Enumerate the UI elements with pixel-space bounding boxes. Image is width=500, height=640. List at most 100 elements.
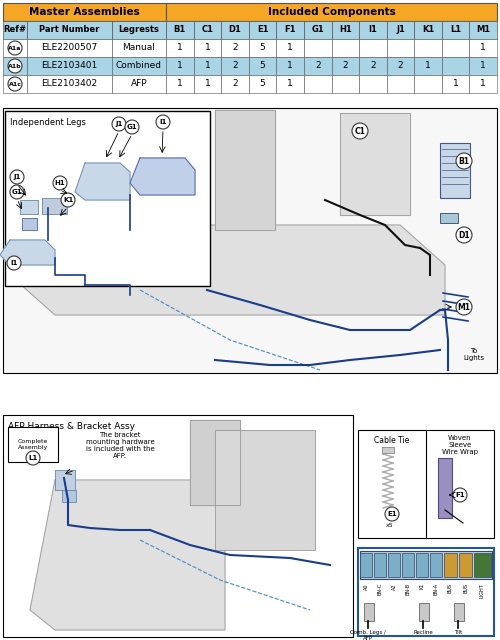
- Text: B1: B1: [174, 26, 186, 35]
- Text: 1: 1: [288, 44, 293, 52]
- FancyBboxPatch shape: [304, 21, 332, 39]
- Text: I1: I1: [368, 26, 378, 35]
- Circle shape: [456, 227, 472, 243]
- FancyBboxPatch shape: [3, 57, 27, 75]
- Text: Recline: Recline: [413, 630, 433, 635]
- FancyBboxPatch shape: [249, 57, 276, 75]
- Text: BN-C: BN-C: [378, 583, 382, 595]
- Text: L1: L1: [450, 26, 461, 35]
- FancyBboxPatch shape: [166, 21, 194, 39]
- Text: Combined: Combined: [116, 61, 162, 70]
- Text: A1c: A1c: [8, 81, 22, 86]
- FancyBboxPatch shape: [112, 21, 166, 39]
- Circle shape: [453, 488, 467, 502]
- FancyBboxPatch shape: [359, 75, 386, 93]
- Text: Comb. Legs /
AFP: Comb. Legs / AFP: [350, 630, 386, 640]
- FancyBboxPatch shape: [194, 21, 221, 39]
- Text: 1: 1: [480, 61, 486, 70]
- Text: F1: F1: [455, 492, 465, 498]
- FancyBboxPatch shape: [166, 39, 194, 57]
- FancyBboxPatch shape: [249, 39, 276, 57]
- Circle shape: [385, 507, 399, 521]
- FancyBboxPatch shape: [332, 21, 359, 39]
- FancyBboxPatch shape: [8, 427, 58, 462]
- Circle shape: [8, 41, 22, 55]
- Text: Tilt: Tilt: [454, 630, 462, 635]
- FancyBboxPatch shape: [474, 553, 491, 577]
- Text: 1: 1: [177, 61, 182, 70]
- Text: 1: 1: [480, 79, 486, 88]
- Text: Manual: Manual: [122, 44, 156, 52]
- Circle shape: [53, 176, 67, 190]
- Text: BN-A: BN-A: [434, 583, 438, 595]
- FancyBboxPatch shape: [304, 39, 332, 57]
- Text: I1: I1: [160, 119, 166, 125]
- Circle shape: [112, 117, 126, 131]
- Text: Included Components: Included Components: [268, 7, 396, 17]
- FancyBboxPatch shape: [442, 57, 469, 75]
- Text: x5: x5: [386, 523, 394, 528]
- Text: J1: J1: [396, 26, 405, 35]
- FancyBboxPatch shape: [112, 75, 166, 93]
- Circle shape: [10, 170, 24, 184]
- FancyBboxPatch shape: [442, 75, 469, 93]
- FancyBboxPatch shape: [470, 75, 497, 93]
- FancyBboxPatch shape: [62, 490, 76, 502]
- Text: L1: L1: [28, 455, 38, 461]
- Text: G1: G1: [126, 124, 138, 130]
- Text: 1: 1: [480, 44, 486, 52]
- FancyBboxPatch shape: [221, 75, 249, 93]
- Text: Independent Legs: Independent Legs: [10, 118, 86, 127]
- Text: C1: C1: [202, 26, 213, 35]
- FancyBboxPatch shape: [360, 553, 372, 577]
- FancyBboxPatch shape: [249, 75, 276, 93]
- FancyBboxPatch shape: [276, 39, 304, 57]
- Text: The bracket
mounting hardware
is included with the
AFP.: The bracket mounting hardware is include…: [86, 432, 154, 459]
- Text: BUS: BUS: [448, 583, 453, 593]
- Text: To
Lights: To Lights: [464, 348, 484, 361]
- FancyBboxPatch shape: [374, 553, 386, 577]
- Polygon shape: [340, 113, 410, 215]
- FancyBboxPatch shape: [459, 553, 472, 577]
- Text: 2: 2: [370, 61, 376, 70]
- FancyBboxPatch shape: [442, 39, 469, 57]
- Text: K1: K1: [420, 583, 424, 589]
- Text: BN-B: BN-B: [406, 583, 410, 595]
- Text: 2: 2: [342, 61, 348, 70]
- Text: I1: I1: [10, 260, 18, 266]
- Polygon shape: [190, 420, 240, 505]
- Text: K1: K1: [422, 26, 434, 35]
- Text: 5: 5: [260, 79, 266, 88]
- Text: 2: 2: [232, 79, 238, 88]
- Polygon shape: [10, 225, 445, 315]
- FancyBboxPatch shape: [3, 3, 166, 21]
- Text: 5: 5: [260, 61, 266, 70]
- FancyBboxPatch shape: [358, 430, 494, 538]
- Text: J1: J1: [14, 174, 20, 180]
- Text: A0: A0: [364, 583, 368, 589]
- Text: 1: 1: [288, 61, 293, 70]
- FancyBboxPatch shape: [414, 21, 442, 39]
- Text: 1: 1: [177, 79, 182, 88]
- Text: 2: 2: [232, 61, 238, 70]
- FancyBboxPatch shape: [166, 3, 497, 21]
- FancyBboxPatch shape: [221, 57, 249, 75]
- FancyBboxPatch shape: [215, 430, 315, 550]
- FancyBboxPatch shape: [470, 21, 497, 39]
- Circle shape: [352, 123, 368, 139]
- Text: Complete
Assembly: Complete Assembly: [18, 439, 48, 450]
- FancyBboxPatch shape: [249, 21, 276, 39]
- FancyBboxPatch shape: [3, 39, 27, 57]
- FancyBboxPatch shape: [332, 39, 359, 57]
- Text: ELE2200507: ELE2200507: [42, 44, 98, 52]
- Text: H1: H1: [54, 180, 66, 186]
- Text: Cable Tie: Cable Tie: [374, 436, 410, 445]
- Text: H1: H1: [339, 26, 351, 35]
- FancyBboxPatch shape: [360, 551, 492, 579]
- FancyBboxPatch shape: [386, 21, 414, 39]
- FancyBboxPatch shape: [414, 57, 442, 75]
- FancyBboxPatch shape: [3, 108, 497, 373]
- Polygon shape: [75, 163, 130, 200]
- FancyBboxPatch shape: [27, 75, 112, 93]
- Circle shape: [10, 185, 24, 199]
